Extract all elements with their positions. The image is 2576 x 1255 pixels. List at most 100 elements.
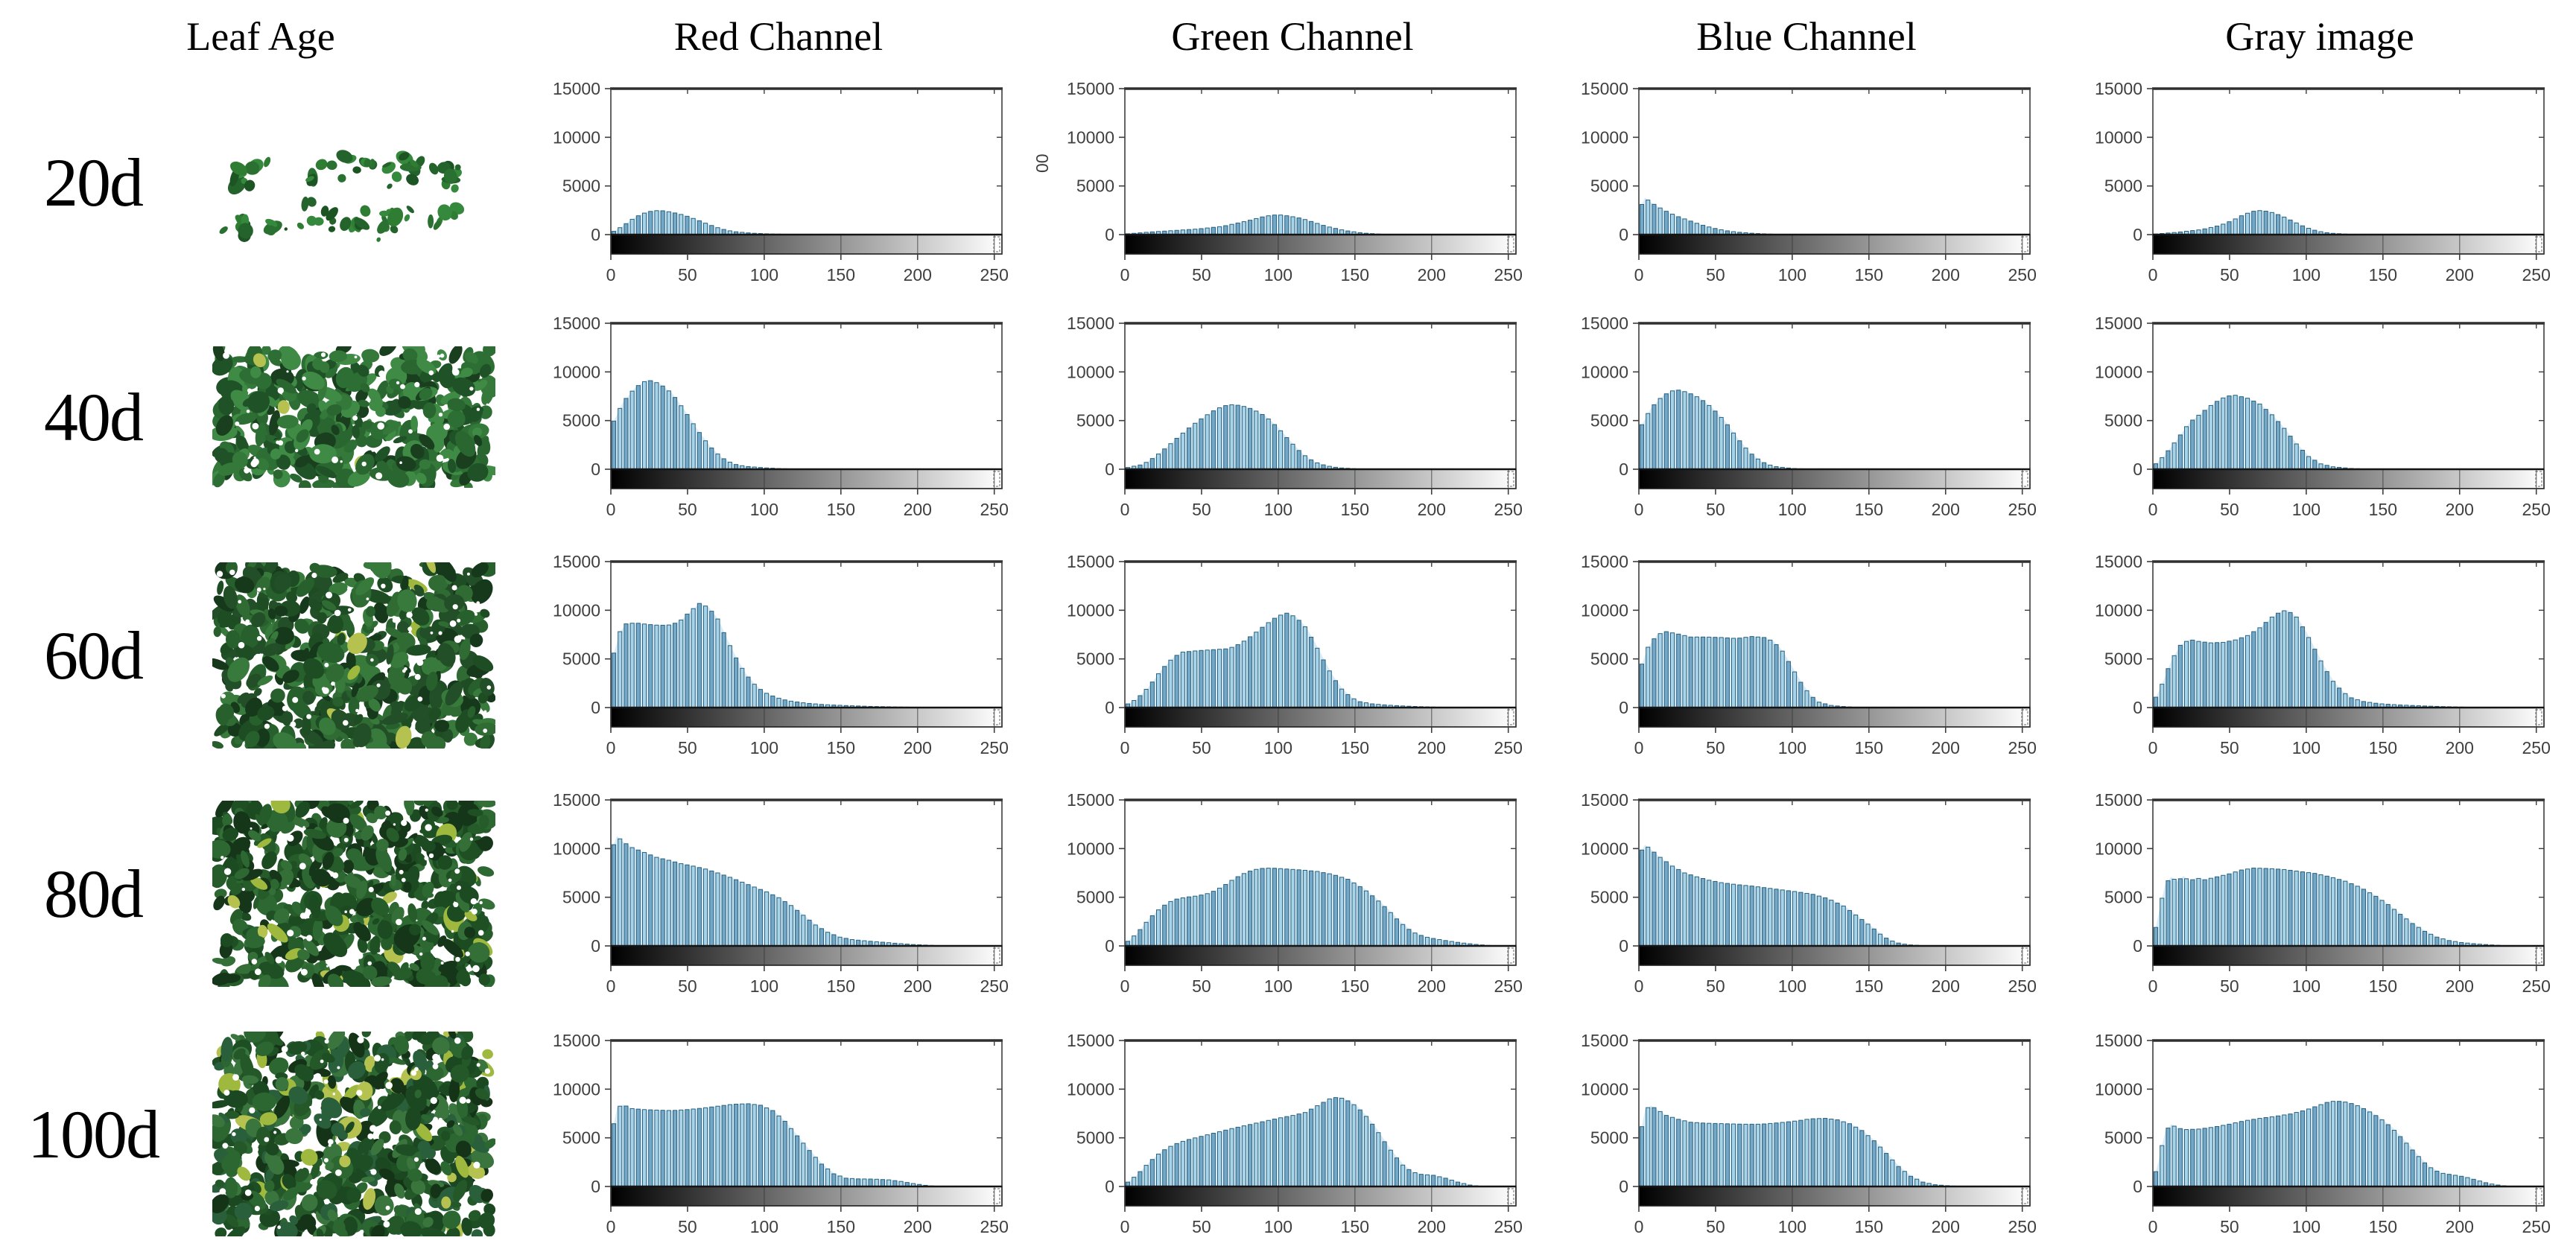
axes: 0 5000 10000 15000 0 50 100 150 200 250 — [1581, 79, 2037, 285]
histogram-bars — [1125, 1096, 1479, 1187]
histogram-envelope — [1125, 1096, 1516, 1186]
histogram-bars — [611, 1102, 934, 1187]
axes: 0 5000 10000 15000 0 50 100 150 200 250 — [2095, 314, 2551, 519]
intensity-gradient-strip — [2152, 468, 2545, 489]
histogram-envelope — [611, 836, 1002, 946]
histogram-envelope — [611, 1103, 1002, 1186]
leaf-photo — [212, 801, 495, 987]
histogram-red: 0 5000 10000 15000 0 50 100 150 200 250 — [553, 790, 1009, 996]
histogram-gray: 0 5000 10000 15000 0 50 100 150 200 250 — [2095, 1031, 2551, 1236]
y-tick-label: 15000 — [553, 79, 600, 98]
x-tick-label: 0 — [1634, 500, 1644, 519]
x-tick-label: 50 — [1192, 265, 1211, 285]
x-tick-label: 200 — [2446, 265, 2474, 285]
y-tick-label: 0 — [591, 698, 600, 717]
x-tick-label: 50 — [2220, 738, 2239, 757]
y-tick-label: 15000 — [553, 790, 600, 810]
x-tick-label: 250 — [980, 738, 1009, 757]
x-tick-label: 150 — [827, 500, 855, 519]
x-tick-label: 200 — [1418, 265, 1446, 285]
x-tick-label: 50 — [678, 1217, 697, 1236]
header-red-channel: Red Channel — [673, 14, 883, 59]
y-tick-label: 10000 — [2095, 362, 2142, 381]
x-tick-label: 100 — [2292, 265, 2320, 285]
intensity-gradient-strip — [610, 945, 1003, 966]
x-tick-label: 200 — [1418, 738, 1446, 757]
header-green-channel: Green Channel — [1171, 14, 1414, 59]
x-tick-label: 50 — [2220, 1217, 2239, 1236]
y-tick-label: 5000 — [1590, 177, 1628, 196]
histogram-red: 0 5000 10000 15000 0 50 100 150 200 250 — [553, 1031, 1009, 1236]
x-tick-label: 250 — [2522, 738, 2551, 757]
y-tick-label: 15000 — [553, 552, 600, 571]
x-tick-label: 0 — [1120, 500, 1130, 519]
y-tick-label: 5000 — [2104, 177, 2142, 196]
x-tick-label: 50 — [1192, 500, 1211, 519]
histogram-gray: 0 5000 10000 15000 0 50 100 150 200 250 — [2095, 552, 2551, 757]
x-tick-label: 100 — [2292, 976, 2320, 996]
histogram-envelope — [611, 379, 1002, 469]
x-tick-label: 200 — [904, 265, 932, 285]
leaf-canopy — [212, 346, 495, 488]
x-tick-label: 0 — [2148, 500, 2158, 519]
y-tick-label: 15000 — [1581, 552, 1628, 571]
figure-body: 20d 0 5000 10000 15000 0 50 100 150 200 250 0 5000… — [0, 67, 2576, 1255]
x-tick-label: 200 — [904, 976, 932, 996]
y-tick-label: 15000 — [1581, 1031, 1628, 1050]
y-tick-label: 15000 — [2095, 1031, 2142, 1050]
histogram-panel-gray: 0 5000 10000 15000 0 50 100 150 200 250 — [2063, 308, 2576, 526]
leaf-image — [186, 801, 521, 987]
histogram-envelope — [1125, 613, 1516, 708]
intensity-gradient-strip — [2152, 1185, 2545, 1207]
histogram-envelope — [1125, 215, 1516, 235]
histogram-panel-blue: 0 5000 10000 15000 0 50 100 150 200 250 — [1549, 1026, 2063, 1243]
histogram-envelope — [2153, 610, 2544, 708]
y-tick-label: 15000 — [2095, 790, 2142, 810]
y-tick-label: 15000 — [2095, 552, 2142, 571]
x-tick-label: 150 — [2369, 1217, 2397, 1236]
x-tick-label: 100 — [750, 1217, 778, 1236]
header-blue-channel: Blue Channel — [1696, 14, 1917, 59]
histogram-envelope — [1639, 389, 2030, 469]
histogram-green: 0 5000 10000 15000 0 50 100 150 200 250 — [1067, 79, 1523, 285]
y-tick-label: 10000 — [553, 362, 600, 381]
y-tick-label: 0 — [1105, 936, 1114, 956]
y-tick-label: 5000 — [1590, 1128, 1628, 1147]
x-tick-label: 200 — [2446, 1217, 2474, 1236]
histogram-red: 0 5000 10000 15000 0 50 100 150 200 250 — [553, 552, 1009, 757]
leaf-canopy — [219, 150, 465, 242]
histogram-blue: 0 5000 10000 15000 0 50 100 150 200 250 — [1581, 79, 2037, 285]
histogram-panel-blue: 0 5000 10000 15000 0 50 100 150 200 250 — [1549, 785, 2063, 1003]
figure-row: 40d 0 5000 10000 15000 0 50 100 150 200 250 0 5000… — [0, 298, 2576, 536]
x-tick-label: 50 — [678, 738, 697, 757]
x-tick-label: 50 — [1192, 1217, 1211, 1236]
histogram-panel-blue: 0 5000 10000 15000 0 50 100 150 200 250 — [1549, 308, 2063, 526]
x-tick-label: 200 — [1932, 1217, 1960, 1236]
x-tick-label: 200 — [1932, 500, 1960, 519]
axes: 0 5000 10000 15000 0 50 100 150 200 250 — [553, 314, 1009, 519]
leaf-canopy — [212, 1032, 495, 1236]
x-tick-label: 250 — [1494, 976, 1523, 996]
x-tick-label: 250 — [980, 500, 1009, 519]
x-tick-label: 200 — [2446, 738, 2474, 757]
x-tick-label: 250 — [1494, 265, 1523, 285]
intensity-gradient-strip — [2152, 707, 2545, 728]
histogram-gray: 0 5000 10000 15000 0 50 100 150 200 250 — [2095, 79, 2551, 285]
y-tick-label: 10000 — [553, 600, 600, 620]
x-tick-label: 50 — [2220, 265, 2239, 285]
histogram-bars — [1639, 846, 1926, 947]
histogram-panel-red: 0 5000 10000 15000 0 50 100 150 200 250 — [521, 74, 1035, 291]
x-tick-label: 200 — [1418, 500, 1446, 519]
x-tick-label: 200 — [2446, 976, 2474, 996]
x-tick-label: 150 — [827, 1217, 855, 1236]
x-tick-label: 150 — [1855, 738, 1883, 757]
leaf-image — [186, 346, 521, 488]
x-tick-label: 150 — [1341, 1217, 1369, 1236]
intensity-gradient-strip — [1124, 1185, 1517, 1207]
leaf-photo — [212, 1032, 495, 1236]
x-tick-label: 100 — [1264, 976, 1292, 996]
y-tick-label: 0 — [591, 460, 600, 479]
leaf-age-label: 60d — [44, 617, 144, 693]
x-tick-label: 50 — [1706, 738, 1725, 757]
x-tick-label: 200 — [1932, 976, 1960, 996]
